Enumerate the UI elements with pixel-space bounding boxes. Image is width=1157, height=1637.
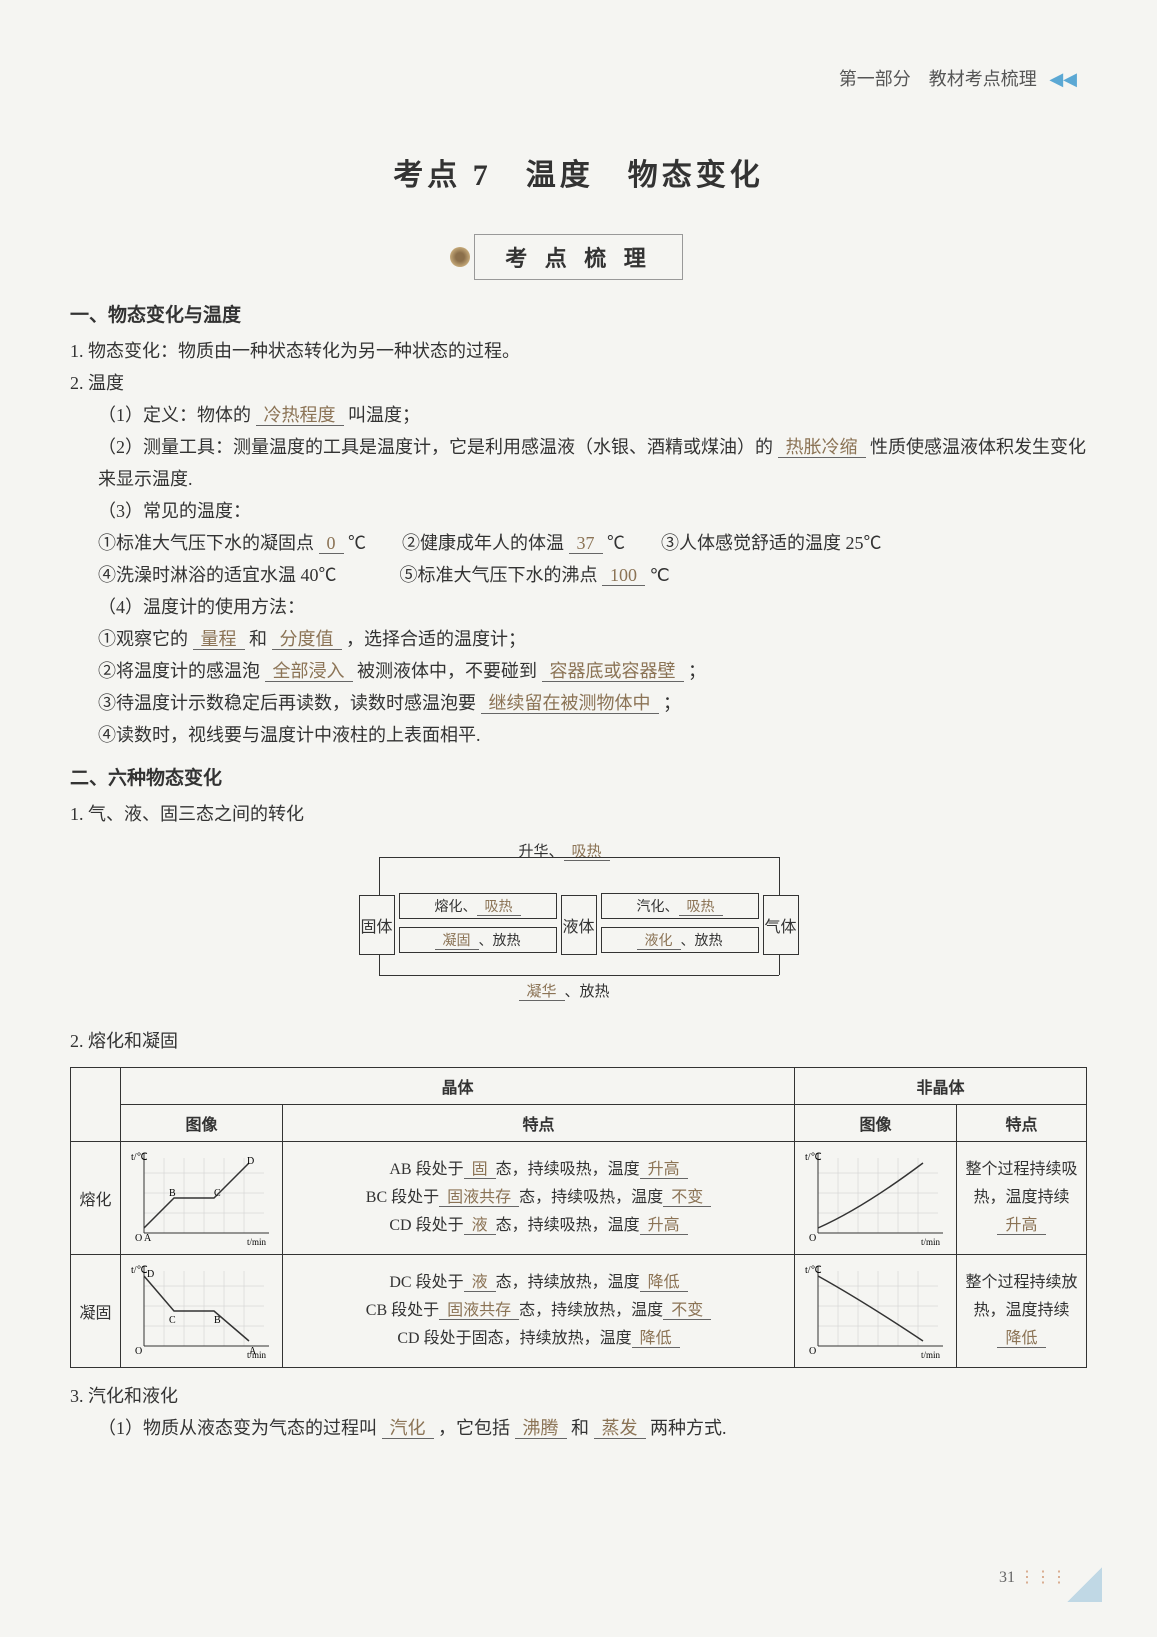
svg-text:A: A	[144, 1233, 152, 1244]
svg-text:D: D	[247, 1156, 254, 1167]
state-liquid: 液体	[561, 895, 597, 955]
svg-text:t/min: t/min	[247, 1237, 267, 1247]
fill-blank: 0	[319, 533, 344, 554]
svg-text:O: O	[809, 1233, 816, 1244]
fill-blank: 冷热程度	[256, 405, 344, 426]
text-line: 1. 气、液、固三态之间的转化	[70, 798, 1087, 830]
text-line: ③待温度计示数稳定后再读数，读数时感温泡要 继续留在被测物体中 ；	[98, 687, 1087, 719]
header-arrows-icon: ◀◀	[1049, 69, 1077, 90]
state-diagram: 升华、吸热 固体 液体 气体 熔化、吸热 凝固、放热 汽化、吸热 液化、放热	[70, 845, 1087, 1010]
svg-text:C: C	[169, 1315, 176, 1326]
phase-table: 晶体 非晶体 图像 特点 图像 特点 熔化	[70, 1067, 1087, 1368]
svg-text:O: O	[809, 1346, 816, 1357]
fill-blank: 容器底或容器壁	[542, 661, 684, 682]
text-line: 1. 物态变化：物质由一种状态转化为另一种状态的过程。	[70, 335, 1087, 367]
text-line: （1）物质从液态变为气态的过程叫 汽化 ，它包括 沸腾 和 蒸发 两种方式.	[98, 1412, 1087, 1444]
svg-text:t/℃: t/℃	[131, 1265, 148, 1276]
svg-text:t/℃: t/℃	[131, 1152, 148, 1163]
fill-blank: 蒸发	[594, 1418, 646, 1439]
text-line: ①观察它的 量程 和 分度值 ，选择合适的温度计；	[98, 623, 1087, 655]
text-line: （4）温度计的使用方法：	[98, 591, 1087, 623]
fill-blank: 量程	[193, 629, 245, 650]
svg-text:C: C	[214, 1188, 221, 1199]
table-row: 熔化 t/℃ t/min O A	[71, 1142, 1087, 1255]
section2-heading: 二、六种物态变化	[70, 763, 1087, 790]
text-line: 2. 熔化和凝固	[70, 1025, 1087, 1057]
svg-text:t/min: t/min	[921, 1350, 941, 1360]
fill-blank: 热胀冷缩	[778, 437, 866, 458]
freeze-noncrystal-graph: t/℃ t/min O	[803, 1261, 948, 1361]
freeze-crystal-graph: t/℃ t/min O D C B A	[129, 1261, 274, 1361]
fill-blank: 汽化	[382, 1418, 434, 1439]
text-line: 3. 汽化和液化	[70, 1380, 1087, 1412]
section-banner: 考 点 梳 理	[70, 234, 1087, 280]
header-breadcrumb: 第一部分 教材考点梳理 ◀◀	[839, 65, 1077, 91]
fill-blank: 37	[569, 533, 603, 554]
fill-blank: 沸腾	[515, 1418, 567, 1439]
fill-blank: 全部浸入	[265, 661, 353, 682]
svg-text:t/℃: t/℃	[805, 1265, 822, 1276]
text-line: 2. 温度	[70, 367, 1087, 399]
text-line: ④读数时，视线要与温度计中液柱的上表面相平.	[98, 719, 1087, 751]
svg-text:t/min: t/min	[921, 1237, 941, 1247]
svg-text:B: B	[214, 1315, 221, 1326]
svg-text:B: B	[169, 1188, 176, 1199]
state-gas: 气体	[763, 895, 799, 955]
page-title: 考点 7 温度 物态变化	[70, 150, 1087, 194]
svg-text:A: A	[249, 1346, 257, 1357]
text-line: （2）测量工具：测量温度的工具是温度计，它是利用感温液（水银、酒精或煤油）的 热…	[98, 431, 1087, 495]
text-line: ①标准大气压下水的凝固点 0 ℃ ②健康成年人的体温 37 ℃ ③人体感觉舒适的…	[98, 527, 1087, 559]
text-line: ②将温度计的感温泡 全部浸入 被测液体中，不要碰到 容器底或容器壁 ；	[98, 655, 1087, 687]
text-line: ④洗澡时淋浴的适宜水温 40℃ ⑤标准大气压下水的沸点 100 ℃	[98, 559, 1087, 591]
page-number: 31 ⋮⋮⋮	[999, 1567, 1067, 1587]
melt-noncrystal-graph: t/℃ t/min O	[803, 1148, 948, 1248]
svg-text:t/℃: t/℃	[805, 1152, 822, 1163]
table-row: 凝固 t/℃ t/min O D	[71, 1255, 1087, 1368]
melt-crystal-graph: t/℃ t/min O A B C D	[129, 1148, 274, 1248]
svg-text:O: O	[135, 1233, 142, 1244]
svg-text:O: O	[135, 1346, 142, 1357]
fill-blank: 分度值	[272, 629, 342, 650]
fill-blank: 100	[602, 565, 645, 586]
svg-text:D: D	[147, 1269, 154, 1280]
page-corner-icon	[1067, 1567, 1102, 1602]
fill-blank: 继续留在被测物体中	[481, 693, 659, 714]
banner-dot-icon	[450, 247, 470, 267]
text-line: （3）常见的温度：	[98, 495, 1087, 527]
state-solid: 固体	[359, 895, 395, 955]
text-line: （1）定义：物体的 冷热程度 叫温度；	[98, 399, 1087, 431]
section1-heading: 一、物态变化与温度	[70, 300, 1087, 327]
